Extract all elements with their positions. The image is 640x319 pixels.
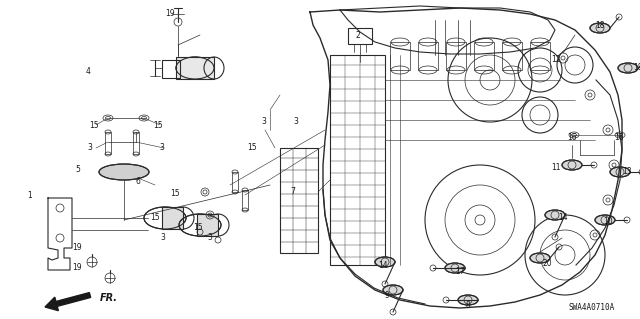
Bar bbox=[530, 42, 550, 70]
Text: 16: 16 bbox=[614, 133, 624, 143]
Text: 4: 4 bbox=[86, 68, 90, 77]
Text: 19: 19 bbox=[72, 243, 82, 253]
Ellipse shape bbox=[530, 253, 550, 263]
Text: 18: 18 bbox=[633, 63, 640, 72]
Text: 9: 9 bbox=[385, 291, 389, 300]
Text: SWA4A0710A: SWA4A0710A bbox=[569, 303, 615, 313]
Bar bbox=[446, 42, 466, 70]
Text: 7: 7 bbox=[291, 188, 296, 197]
Text: 3: 3 bbox=[207, 234, 212, 242]
Text: 2: 2 bbox=[356, 31, 360, 40]
Text: 17: 17 bbox=[455, 268, 465, 277]
Text: 13: 13 bbox=[622, 167, 632, 176]
Text: 16: 16 bbox=[567, 133, 577, 143]
Text: 3: 3 bbox=[161, 234, 165, 242]
Ellipse shape bbox=[445, 263, 465, 273]
Text: 19: 19 bbox=[165, 10, 175, 19]
Bar bbox=[232, 172, 238, 192]
Ellipse shape bbox=[595, 215, 615, 225]
Text: 15: 15 bbox=[153, 121, 163, 130]
Text: 11: 11 bbox=[551, 164, 561, 173]
Ellipse shape bbox=[375, 257, 395, 267]
Text: 1: 1 bbox=[28, 191, 33, 201]
Text: 3: 3 bbox=[88, 144, 92, 152]
Text: 19: 19 bbox=[72, 263, 82, 272]
Text: 12: 12 bbox=[551, 56, 561, 64]
Ellipse shape bbox=[590, 23, 610, 33]
Bar bbox=[197, 214, 218, 236]
Bar bbox=[242, 190, 248, 210]
Ellipse shape bbox=[99, 164, 149, 180]
FancyArrow shape bbox=[45, 293, 91, 311]
Ellipse shape bbox=[618, 63, 638, 73]
Text: 14: 14 bbox=[558, 213, 568, 222]
Text: 3: 3 bbox=[262, 117, 266, 127]
Bar bbox=[176, 57, 214, 79]
Bar bbox=[348, 28, 372, 44]
Ellipse shape bbox=[383, 285, 403, 295]
Bar bbox=[105, 132, 111, 154]
Bar bbox=[418, 42, 438, 70]
Ellipse shape bbox=[458, 295, 478, 305]
Text: 3: 3 bbox=[294, 117, 298, 127]
Text: 15: 15 bbox=[150, 213, 160, 222]
Bar bbox=[162, 60, 180, 78]
Bar bbox=[502, 42, 522, 70]
Text: 15: 15 bbox=[247, 144, 257, 152]
Text: 15: 15 bbox=[170, 189, 180, 197]
Text: 18: 18 bbox=[595, 20, 605, 29]
Text: FR.: FR. bbox=[100, 293, 118, 303]
Text: 15: 15 bbox=[193, 224, 203, 233]
Bar bbox=[133, 132, 139, 154]
Text: 15: 15 bbox=[89, 121, 99, 130]
Bar bbox=[474, 42, 494, 70]
Text: 20: 20 bbox=[542, 259, 552, 269]
Bar bbox=[390, 42, 410, 70]
Text: 14: 14 bbox=[378, 261, 388, 270]
Text: 5: 5 bbox=[76, 166, 81, 174]
Bar bbox=[162, 207, 183, 229]
Text: 6: 6 bbox=[136, 177, 140, 187]
Ellipse shape bbox=[545, 210, 565, 220]
Ellipse shape bbox=[610, 167, 630, 177]
Text: 8: 8 bbox=[466, 300, 470, 309]
Bar bbox=[330, 55, 385, 265]
Text: 10: 10 bbox=[603, 218, 613, 226]
Ellipse shape bbox=[562, 160, 582, 170]
Bar bbox=[280, 148, 318, 253]
Text: 3: 3 bbox=[159, 144, 164, 152]
